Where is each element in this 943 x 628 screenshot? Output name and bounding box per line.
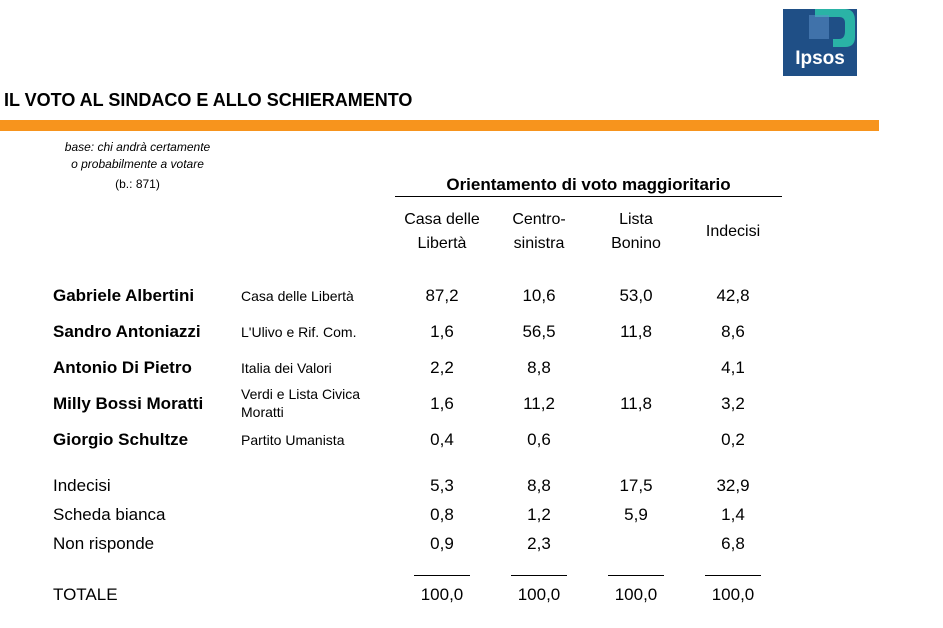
total-underline (511, 575, 567, 576)
candidate-name: Sandro Antoniazzi (53, 322, 201, 341)
total-cell: 100,0 (614, 585, 658, 604)
table-cell: 5,3 (430, 476, 454, 495)
table-cell: 56,5 (522, 322, 556, 341)
table-cell: 10,6 (522, 286, 556, 305)
total-underline (608, 575, 664, 576)
table-cell: 4,1 (721, 358, 745, 377)
table-cell: 11,8 (620, 322, 652, 341)
candidate-name: Giorgio Schultze (53, 430, 189, 449)
table-cell: 6,8 (721, 534, 745, 553)
ipsos-logo-mark (809, 9, 855, 47)
page-title: IL VOTO AL SINDACO E ALLO SCHIERAMENTO (4, 90, 413, 110)
table-cell: 8,8 (527, 358, 551, 377)
base-note-line1: base: chi andrà certamente (64, 140, 211, 154)
candidate-name: Antonio Di Pietro (53, 358, 192, 377)
table-cell: 0,4 (430, 430, 454, 449)
group-title: Orientamento di voto maggioritario (446, 175, 731, 194)
total-underline (705, 575, 761, 576)
candidate-name: Gabriele Albertini (53, 286, 195, 305)
table-cell: 8,8 (527, 476, 551, 495)
row-label: Scheda bianca (53, 505, 166, 524)
row-label: Indecisi (53, 476, 111, 495)
table-cell: 0,9 (430, 534, 454, 553)
base-note-line2: o probabilmente a votare (71, 157, 204, 171)
logo-text: Ipsos (795, 48, 845, 69)
column-header-bonino: Lista Bonino (611, 211, 661, 252)
candidate-name: Milly Bossi Moratti (53, 394, 204, 413)
total-cell: 100,0 (517, 585, 561, 604)
candidate-party: Verdi e Lista Civica Moratti (241, 386, 361, 420)
column-header-cdl: Casa delle Libertà (404, 211, 480, 252)
total-cell: 100,0 (420, 585, 464, 604)
table-cell: 5,9 (624, 505, 648, 524)
accent-bar (0, 120, 879, 131)
table-cell: 53,0 (619, 286, 653, 305)
table-cell: 11,2 (523, 394, 555, 413)
row-label: Non risponde (53, 534, 155, 553)
table-cell: 2,3 (527, 534, 551, 553)
table-cell: 2,2 (430, 358, 454, 377)
column-header-indecisi: Indecisi (705, 223, 761, 240)
table-cell: 0,8 (430, 505, 454, 524)
table-cell: 32,9 (716, 476, 750, 495)
candidate-party: Casa delle Libertà (241, 288, 354, 304)
group-underline (395, 196, 782, 197)
table-cell: 1,4 (721, 505, 745, 524)
table-cell: 17,5 (619, 476, 653, 495)
ipsos-logo: Ipsos (783, 9, 857, 76)
candidate-party: Partito Umanista (241, 432, 345, 448)
column-header-csx: Centro- sinistra (512, 211, 566, 252)
candidate-party: Italia dei Valori (241, 360, 332, 376)
table-cell: 87,2 (425, 286, 459, 305)
table-cell: 8,6 (721, 322, 745, 341)
table-cell: 0,6 (527, 430, 551, 449)
table-cell: 1,2 (527, 505, 551, 524)
table-cell: 1,6 (430, 322, 454, 341)
total-cell: 100,0 (711, 585, 755, 604)
table-cell: 0,2 (721, 430, 745, 449)
table-cell: 3,2 (721, 394, 745, 413)
table-cell: 1,6 (430, 394, 454, 413)
total-label: TOTALE (53, 585, 118, 604)
table-cell: 11,8 (620, 394, 652, 413)
candidate-party: L'Ulivo e Rif. Com. (241, 324, 357, 340)
table-cell: 42,8 (716, 286, 750, 305)
total-underline (414, 575, 470, 576)
base-count: (b.: 871) (115, 177, 160, 191)
